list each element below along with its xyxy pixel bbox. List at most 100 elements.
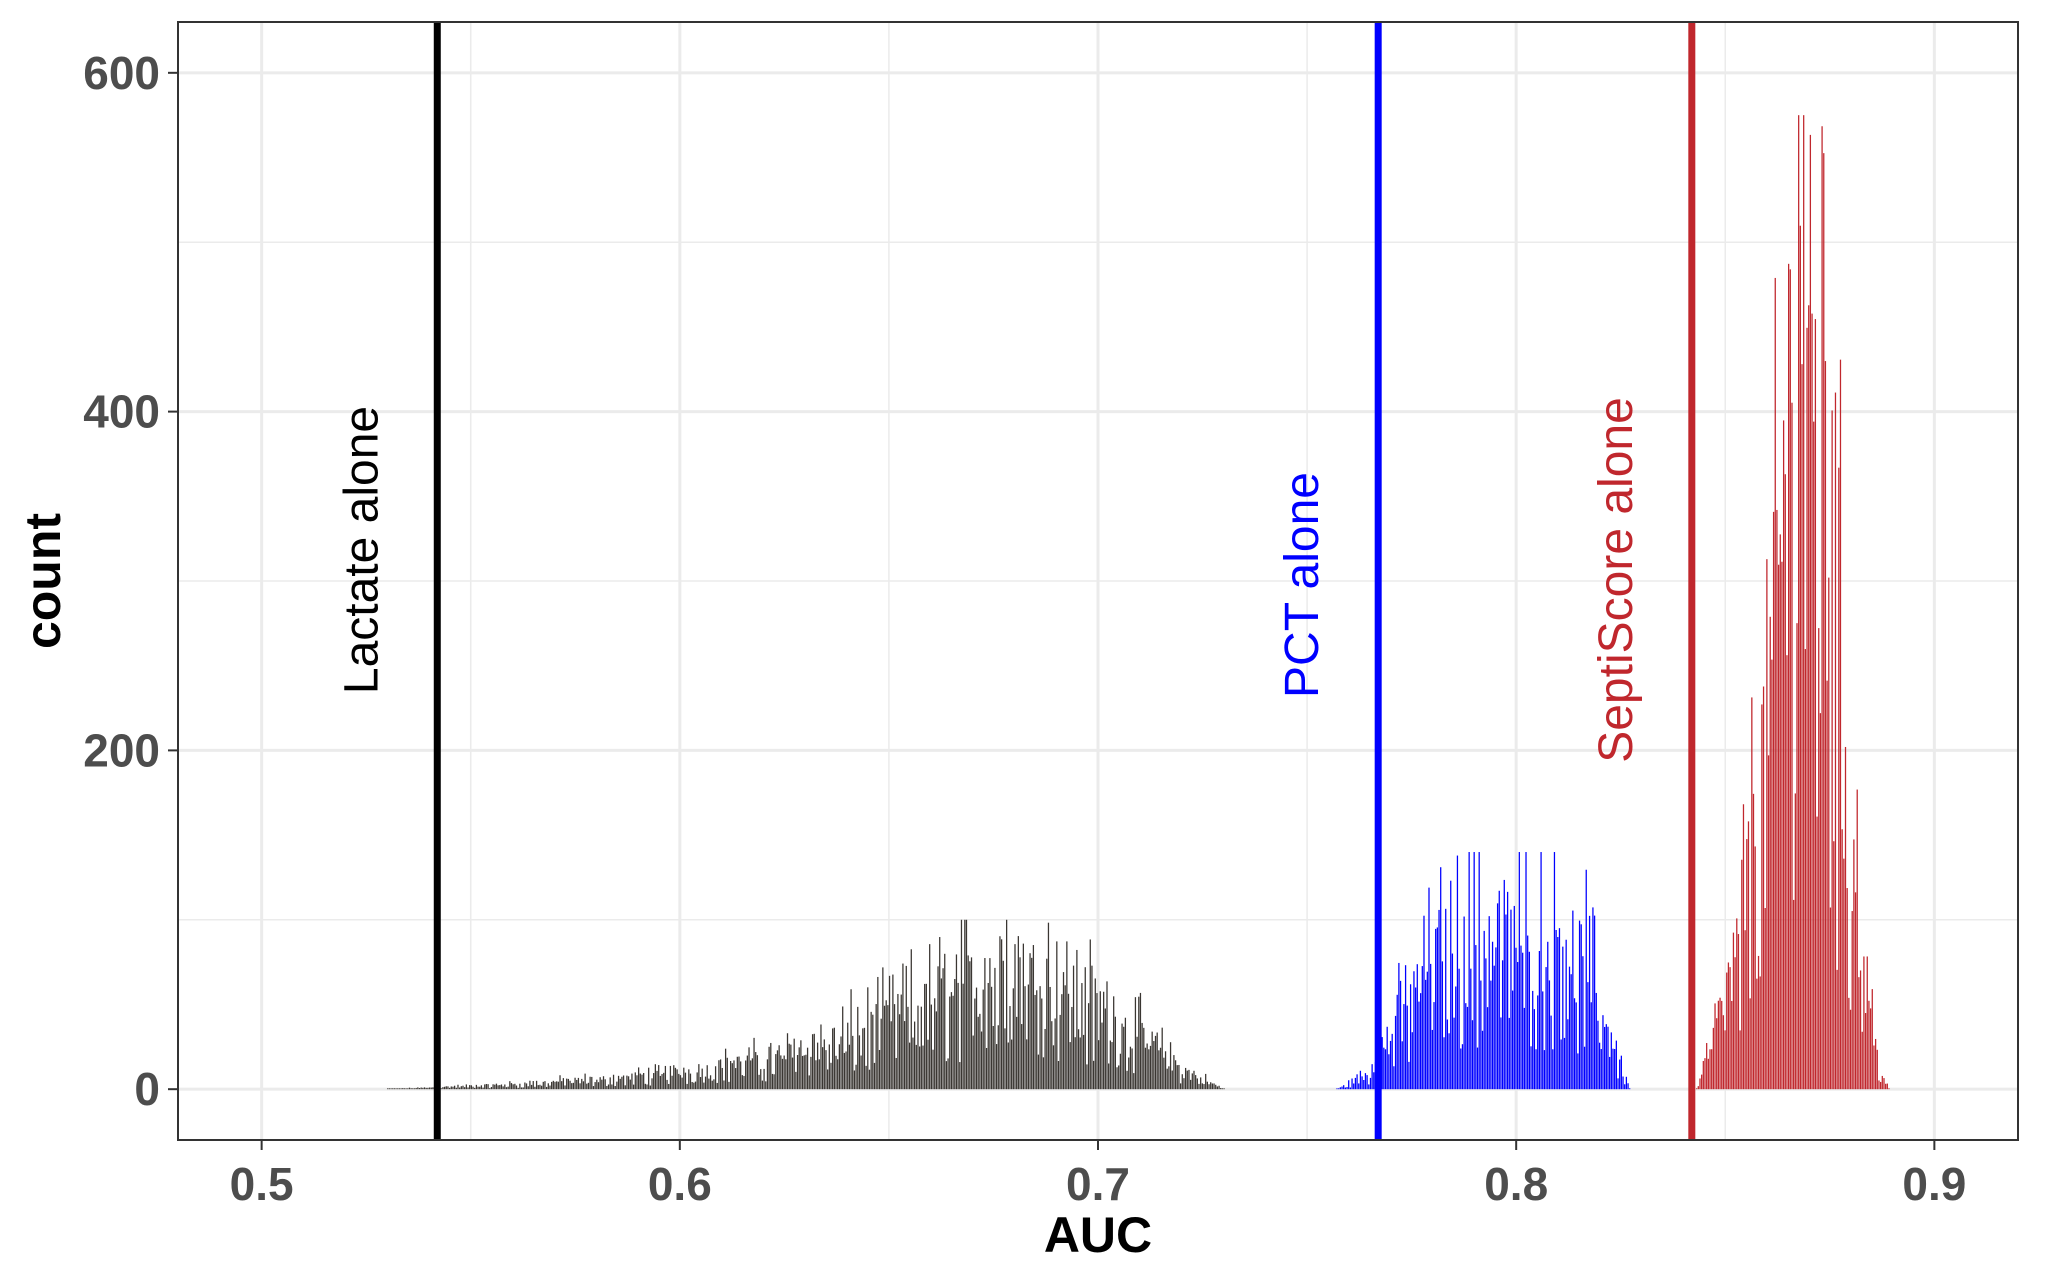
histogram-bar [818, 1059, 820, 1090]
histogram-bar [1604, 1026, 1606, 1090]
histogram-bar [910, 949, 912, 1090]
histogram-bar [1445, 908, 1447, 1090]
histogram-bar [822, 1047, 824, 1090]
histogram-bar [770, 1042, 772, 1090]
histogram-bar [1349, 1087, 1352, 1090]
histogram-bar [556, 1081, 558, 1090]
histogram-bar [1006, 919, 1008, 1090]
histogram-bar [1059, 1014, 1061, 1090]
histogram-bar [571, 1083, 573, 1090]
histogram-bar [1091, 965, 1093, 1090]
histogram-bar [1451, 953, 1454, 1090]
histogram-bar [1540, 852, 1542, 1090]
histogram-bar [1036, 990, 1038, 1090]
histogram-bar [825, 1050, 827, 1090]
histogram-bar [688, 1069, 690, 1090]
reference-line-label: Lactate alone [335, 406, 388, 694]
histogram-bar [1575, 1002, 1577, 1090]
histogram-bar [1215, 1084, 1217, 1090]
histogram-bar [1396, 994, 1398, 1090]
histogram-bar [753, 1037, 755, 1090]
histogram-bar [857, 1006, 859, 1090]
histogram-bar [572, 1082, 575, 1090]
histogram-bar [1077, 1029, 1080, 1090]
histogram-bar [1438, 909, 1440, 1090]
histogram-bar [1555, 930, 1557, 1090]
histogram-bar [1824, 361, 1827, 1090]
histogram-bar [1841, 829, 1843, 1090]
histogram-bar [1041, 998, 1043, 1090]
histogram-bar [893, 1004, 896, 1090]
histogram-bar [800, 1040, 802, 1090]
histogram-bar [497, 1085, 499, 1090]
histogram-bar [1151, 1031, 1153, 1090]
histogram-bar [525, 1083, 528, 1090]
histogram-bar [515, 1085, 518, 1090]
histogram-bar [671, 1075, 673, 1090]
histogram-bar [1739, 1030, 1741, 1090]
histogram-bar [887, 1005, 889, 1090]
histogram-bar [1103, 991, 1105, 1090]
histogram-bar [470, 1085, 472, 1090]
histogram-bar [1813, 421, 1815, 1090]
histogram-bar [1131, 1048, 1133, 1090]
histogram-bar [1838, 467, 1840, 1090]
histogram-bar [1831, 410, 1833, 1090]
histogram-bar [1341, 1086, 1343, 1090]
histogram-bar [888, 975, 891, 1090]
histogram-bar [1866, 956, 1868, 1090]
reference-lines: Lactate alone PCT alone SeptiScore alone [335, 22, 1696, 1140]
histogram-bar [1158, 1050, 1160, 1090]
histogram-bar [1079, 1037, 1081, 1090]
histogram-bar [1014, 944, 1016, 1090]
histogram-bar [1436, 927, 1438, 1090]
histogram-bar [927, 1039, 929, 1090]
histogram-bar [883, 1005, 886, 1090]
histogram-bar [1373, 1072, 1375, 1090]
histogram-bar [519, 1083, 521, 1090]
histogram-bar [843, 1052, 846, 1090]
histogram-bar [1128, 1057, 1130, 1090]
histogram-bar [554, 1081, 556, 1090]
histogram-bar [577, 1077, 580, 1090]
histogram-bar [706, 1065, 708, 1090]
histogram-bar [775, 1054, 777, 1090]
histogram-bar [989, 958, 991, 1090]
histogram-bar [1590, 1002, 1592, 1090]
histogram-bar [485, 1083, 488, 1090]
histogram-bar [624, 1085, 626, 1090]
histogram-bar [1425, 979, 1427, 1090]
histogram-bar [402, 1088, 404, 1090]
histogram-bar [959, 1062, 961, 1090]
histogram-bar [1493, 965, 1495, 1090]
y-tick-label: 600 [83, 47, 160, 99]
histogram-bar [1759, 976, 1761, 1090]
histogram-bar [1208, 1084, 1210, 1090]
histogram-bar [432, 1087, 434, 1090]
histogram-bar [1029, 953, 1031, 1090]
histogram-bar [1624, 1084, 1626, 1090]
histogram-bar [1106, 981, 1108, 1090]
histogram-bar [663, 1072, 665, 1090]
histogram-bar [1460, 1048, 1462, 1090]
histogram-bar [636, 1075, 638, 1090]
histogram-bar [1523, 1007, 1525, 1090]
histogram-bar [1756, 978, 1758, 1090]
histogram-bar [760, 1069, 762, 1090]
histogram-bar [1450, 880, 1452, 1090]
histogram-bar [1391, 1033, 1393, 1090]
histogram-bar [949, 996, 951, 1090]
histogram-bar [1597, 1020, 1599, 1090]
histogram-bar [811, 1034, 814, 1090]
histogram-bar [606, 1085, 608, 1090]
histogram-bar [1426, 971, 1428, 1090]
histogram-bar [840, 1036, 842, 1090]
histogram-bar [1183, 1078, 1185, 1090]
histogram-bar [1701, 1074, 1703, 1090]
histogram-bar [1843, 858, 1845, 1090]
histogram-bar [832, 1028, 834, 1090]
histogram-bar [1433, 1002, 1435, 1090]
histogram-bar [450, 1086, 452, 1090]
histogram-bar [967, 955, 969, 1090]
histogram-bar [1565, 939, 1567, 1090]
